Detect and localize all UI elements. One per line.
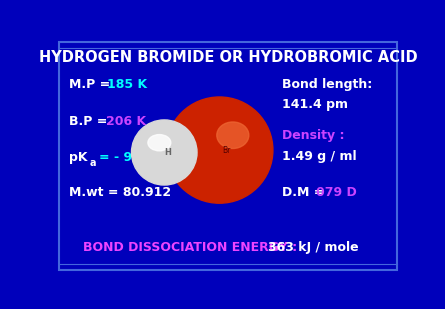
Text: Density :: Density : xyxy=(282,129,344,142)
Ellipse shape xyxy=(148,135,171,151)
Text: H: H xyxy=(164,148,171,157)
Text: HYDROGEN BROMIDE OR HYDROBROMIC ACID: HYDROGEN BROMIDE OR HYDROBROMIC ACID xyxy=(39,50,417,65)
Text: BOND DISSOCIATION ENERGY :: BOND DISSOCIATION ENERGY : xyxy=(83,241,302,254)
Text: 185 K: 185 K xyxy=(107,78,147,91)
Text: a: a xyxy=(89,158,96,168)
Text: 363 kJ / mole: 363 kJ / mole xyxy=(268,241,358,254)
Text: 079 D: 079 D xyxy=(316,186,357,199)
Text: M.wt = 80.912: M.wt = 80.912 xyxy=(69,186,171,199)
Text: M.P =: M.P = xyxy=(69,78,115,91)
Text: = - 9: = - 9 xyxy=(99,151,132,164)
Ellipse shape xyxy=(166,97,273,203)
Text: 141.4 pm: 141.4 pm xyxy=(282,98,348,111)
Ellipse shape xyxy=(217,122,249,149)
Text: pK: pK xyxy=(69,151,88,164)
Text: Bond length:: Bond length: xyxy=(282,78,372,91)
Text: D.M =: D.M = xyxy=(282,186,328,199)
Text: 1.49 g / ml: 1.49 g / ml xyxy=(282,150,356,163)
Text: B.P =: B.P = xyxy=(69,115,112,128)
Text: 206 K: 206 K xyxy=(105,115,146,128)
Ellipse shape xyxy=(132,120,197,185)
Text: Br: Br xyxy=(222,146,231,154)
